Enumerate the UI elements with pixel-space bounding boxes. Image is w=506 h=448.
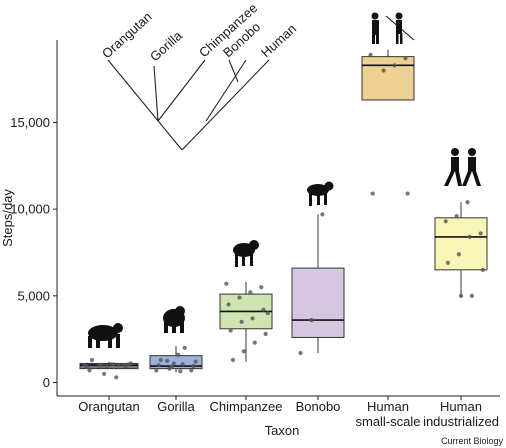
data-point <box>228 328 233 333</box>
data-point <box>87 368 92 373</box>
credit-label: Current Biology <box>441 436 504 446</box>
x-axis: Orangutan Gorilla Chimpanzee Bonobo Humansma… <box>57 395 500 429</box>
data-point <box>261 307 266 312</box>
x-tick-label: small-scale <box>355 414 420 429</box>
box-rect <box>291 267 345 338</box>
box-4 <box>291 212 345 356</box>
data-point <box>226 302 231 307</box>
data-point <box>241 349 246 354</box>
gorilla-silhouette <box>163 306 185 333</box>
box-rect <box>79 362 139 370</box>
data-point <box>171 361 176 366</box>
box-plots <box>79 49 488 380</box>
x-tick-label: Chimpanzee <box>210 399 283 414</box>
box-2 <box>149 345 203 374</box>
data-point <box>250 316 255 321</box>
data-point <box>191 363 196 369</box>
data-point <box>154 368 159 373</box>
data-point <box>370 191 375 196</box>
data-point <box>392 63 397 68</box>
y-tick-label: 15,000 <box>10 115 50 130</box>
data-point <box>320 212 325 217</box>
box-1 <box>79 357 139 380</box>
data-point <box>469 293 475 298</box>
data-point <box>128 361 134 366</box>
bonobo-silhouette <box>307 181 334 206</box>
y-tick-label: 0 <box>43 375 50 390</box>
data-point <box>381 68 386 73</box>
data-point <box>189 368 194 373</box>
data-point <box>405 191 410 196</box>
box-rect <box>434 217 488 271</box>
data-point <box>178 369 183 374</box>
data-point <box>458 293 464 298</box>
data-point <box>111 362 116 367</box>
data-point <box>454 214 459 219</box>
data-point <box>182 345 187 350</box>
hunter-gatherers-silhouette <box>371 12 415 44</box>
y-tick-label: 5,000 <box>17 288 50 303</box>
data-point <box>169 364 174 369</box>
box-3 <box>219 281 273 363</box>
data-point <box>478 231 483 236</box>
x-tick-label: Orangutan <box>78 399 139 414</box>
data-point <box>265 311 270 316</box>
x-tick-label: Human <box>367 399 409 414</box>
data-point <box>104 363 109 369</box>
data-point <box>156 363 161 368</box>
box-rect <box>361 56 415 101</box>
data-point <box>102 371 107 376</box>
data-point <box>443 219 448 224</box>
x-tick-label: industrialized <box>423 414 499 429</box>
data-point <box>298 350 303 356</box>
data-point <box>116 363 121 368</box>
box-5 <box>361 49 415 196</box>
data-point <box>368 52 373 58</box>
data-point <box>224 281 229 286</box>
y-axis-title: Steps/day <box>0 189 15 247</box>
data-point <box>180 362 185 367</box>
data-point <box>158 357 163 363</box>
data-point <box>239 319 244 324</box>
y-tick-label: 10,000 <box>10 202 50 217</box>
data-point <box>230 357 235 363</box>
data-point <box>445 260 450 265</box>
data-point <box>165 358 170 363</box>
y-axis: 0 5,000 10,000 15,000 <box>10 40 58 396</box>
data-point <box>465 200 470 205</box>
data-point <box>176 352 181 357</box>
chimpanzee-silhouette <box>233 240 259 267</box>
cladogram-label: Gorilla <box>147 27 186 64</box>
x-tick-label: Gorilla <box>157 399 195 414</box>
data-point <box>263 331 268 337</box>
data-point <box>84 364 90 369</box>
cladogram <box>107 59 270 151</box>
data-point <box>456 252 461 257</box>
data-point <box>467 234 472 239</box>
data-point <box>193 359 198 364</box>
x-tick-label: Bonobo <box>296 399 341 414</box>
data-point <box>309 318 314 323</box>
data-point <box>248 290 253 295</box>
data-point <box>252 340 257 345</box>
data-point <box>259 285 264 290</box>
data-point <box>99 363 104 368</box>
data-point <box>403 56 408 61</box>
box-6 <box>434 200 488 298</box>
data-point <box>480 267 485 272</box>
data-point <box>114 375 119 380</box>
walking-humans-silhouette <box>444 148 481 186</box>
x-tick-label: Human <box>440 399 482 414</box>
x-axis-title: Taxon <box>265 423 300 438</box>
data-point <box>89 357 95 363</box>
cladogram-label: Human <box>258 21 299 60</box>
data-point <box>237 295 242 300</box>
orangutan-silhouette <box>88 323 123 348</box>
